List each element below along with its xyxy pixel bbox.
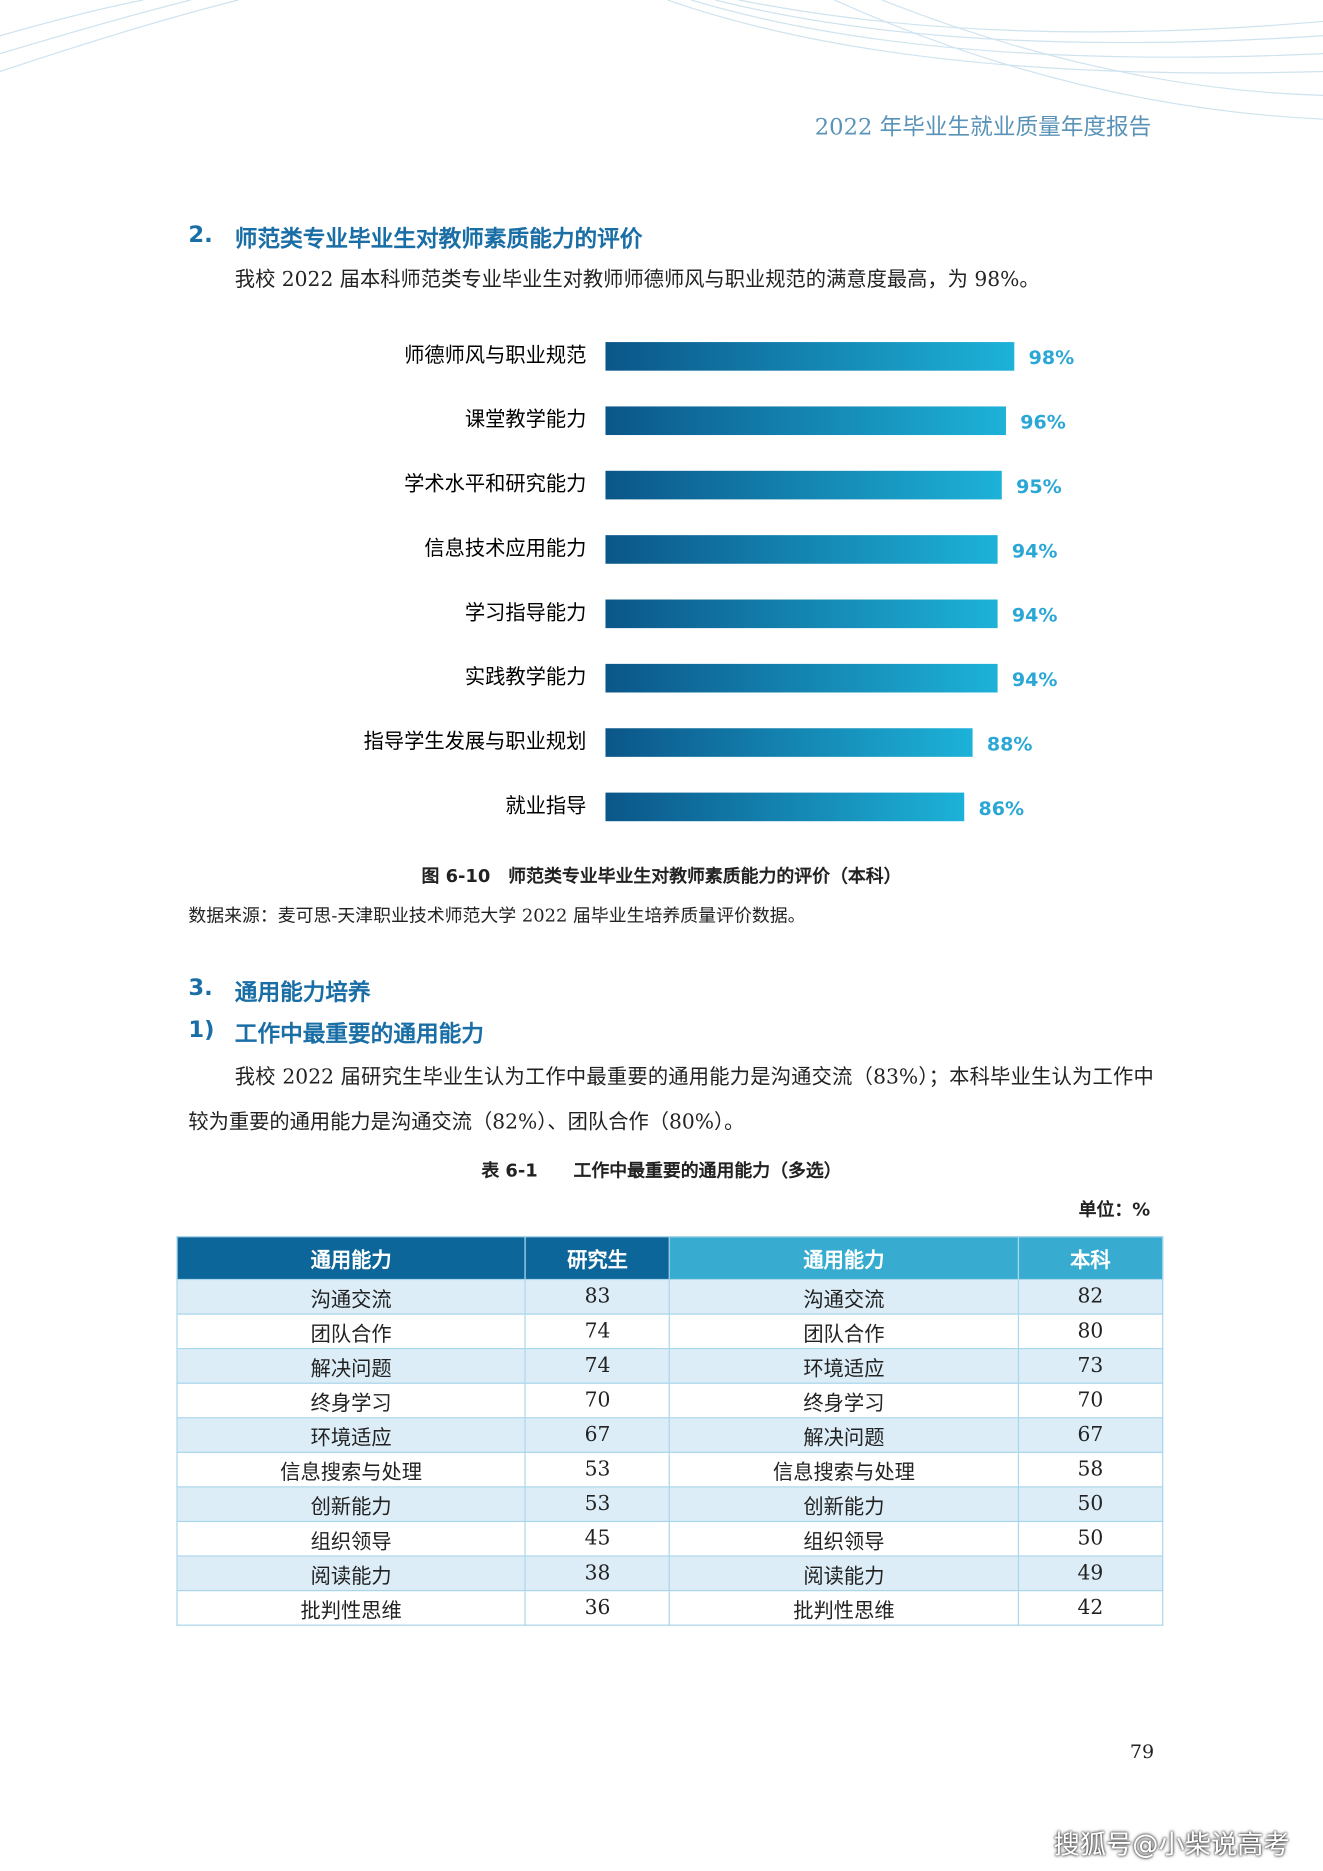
page-number: 79: [1129, 1740, 1155, 1763]
table-cell: 批判性思维: [176, 1589, 526, 1626]
figure-source: 数据来源：麦可思-天津职业技术师范大学 2022 届毕业生培养质量评价数据。: [188, 904, 806, 927]
bar: [605, 728, 973, 757]
section-number: 3.: [188, 974, 213, 1002]
bar: [605, 792, 965, 822]
table-cell: 53: [524, 1486, 671, 1523]
subsection-title: 工作中最重要的通用能力: [234, 1021, 484, 1048]
table-row: 信息搜索与处理 53 信息搜索与处理 58: [176, 1451, 1164, 1488]
table-unit: 单位：%: [1078, 1199, 1151, 1221]
table-cell: 50: [1017, 1486, 1164, 1523]
table-row: 沟通交流 83 沟通交流 82: [176, 1278, 1164, 1315]
data-table: 通用能力 研究生 通用能力 本科 沟通交流 83 沟通交流 82 团队合作 74 团队合作 80 解决问…: [176, 1235, 1164, 1626]
table-cell: 80: [1017, 1313, 1164, 1350]
table-row: 创新能力 53 创新能力 50: [176, 1486, 1164, 1523]
table-cell: 解决问题: [176, 1348, 526, 1384]
bar: [605, 342, 1015, 371]
table-row: 阅读能力 38 阅读能力 49: [176, 1555, 1164, 1592]
table-cell: 组织领导: [669, 1520, 1019, 1557]
bar: [605, 535, 998, 564]
paragraph: 我校 2022 届本科师范类专业毕业生对教师师德师风与职业规范的满意度最高，为 …: [234, 268, 1040, 293]
bar-chart: 师德师风与职业规范 98% 课堂教学能力 96% 学术水平和研究能力 95% 信息技术应用能…: [364, 342, 1075, 822]
table-cell: 83: [524, 1278, 671, 1315]
table-caption: 表 6-1 工作中最重要的通用能力（多选）: [481, 1159, 842, 1182]
table-cell: 信息搜索与处理: [176, 1451, 526, 1488]
value-label: 86%: [979, 798, 1025, 820]
bar: [605, 406, 1006, 436]
bar: [605, 599, 998, 629]
header-cell: 通用能力: [176, 1235, 526, 1281]
table-cell: 解决问题: [669, 1417, 1019, 1453]
table-cell: 批判性思维: [669, 1589, 1019, 1626]
bar: [605, 470, 1002, 500]
category-label: 就业指导: [505, 793, 586, 817]
watermark: 搜狐号@小柴说高考: [1053, 1830, 1290, 1861]
table-cell: 阅读能力: [669, 1555, 1019, 1592]
figure-caption: 图 6-10 师范类专业毕业生对教师素质能力的评价（本科）: [421, 865, 902, 887]
table-row: 终身学习 70 终身学习 70: [176, 1382, 1164, 1419]
table-cell: 组织领导: [176, 1520, 526, 1557]
category-label: 实践教学能力: [465, 665, 587, 689]
table-cell: 67: [524, 1417, 671, 1453]
table-cell: 阅读能力: [176, 1555, 526, 1592]
table-cell: 49: [1017, 1555, 1164, 1592]
table-cell: 67: [1017, 1417, 1164, 1453]
table-cell: 38: [524, 1555, 671, 1592]
paragraph: 我校 2022 届研究生毕业生认为工作中最重要的通用能力是沟通交流（83%）；本…: [188, 1065, 1154, 1135]
table-cell: 创新能力: [176, 1486, 526, 1523]
header-cell: 本科: [1017, 1235, 1164, 1281]
header-row: 通用能力 研究生 通用能力 本科: [176, 1235, 1164, 1281]
section-title: 通用能力培养: [234, 979, 371, 1006]
table-cell: 74: [524, 1313, 671, 1350]
table-cell: 终身学习: [669, 1382, 1019, 1419]
table-cell: 沟通交流: [176, 1278, 526, 1315]
table-cell: 团队合作: [176, 1313, 526, 1350]
running-header: 2022 年毕业生就业质量年度报告: [814, 114, 1152, 141]
table-row: 组织领导 45 组织领导 50: [176, 1520, 1164, 1557]
table-cell: 环境适应: [176, 1417, 526, 1453]
table-row: 环境适应 67 解决问题 67: [176, 1417, 1164, 1453]
bar: [605, 663, 998, 693]
table-cell: 53: [524, 1451, 671, 1488]
table-row: 解决问题 74 环境适应 73: [176, 1348, 1164, 1384]
header-cell: 通用能力: [669, 1235, 1019, 1281]
value-label: 94%: [1012, 605, 1058, 627]
category-label: 信息技术应用能力: [424, 536, 586, 560]
table-cell: 45: [524, 1520, 671, 1557]
table-cell: 50: [1017, 1520, 1164, 1557]
category-label: 师德师风与职业规范: [404, 343, 586, 367]
table-cell: 70: [524, 1382, 671, 1419]
table-cell: 74: [524, 1348, 671, 1384]
table-cell: 环境适应: [669, 1348, 1019, 1384]
value-label: 88%: [987, 733, 1033, 755]
decor-waves: [0, 0, 1323, 120]
table-cell: 团队合作: [669, 1313, 1019, 1350]
table-cell: 终身学习: [176, 1382, 526, 1419]
value-label: 94%: [1012, 669, 1058, 691]
value-label: 96%: [1020, 412, 1066, 434]
category-label: 课堂教学能力: [465, 407, 587, 431]
section-number: 2.: [188, 221, 213, 248]
table-cell: 沟通交流: [669, 1278, 1019, 1315]
table-row: 批判性思维 36 批判性思维 42: [176, 1589, 1164, 1626]
table-cell: 70: [1017, 1382, 1164, 1419]
category-label: 学习指导能力: [465, 600, 587, 624]
table-cell: 58: [1017, 1451, 1164, 1488]
category-label: 学术水平和研究能力: [404, 472, 586, 496]
table-cell: 创新能力: [669, 1486, 1019, 1523]
subsection-number: 1): [188, 1016, 215, 1043]
table-cell: 36: [524, 1589, 671, 1626]
section-title: 师范类专业毕业生对教师素质能力的评价: [234, 226, 643, 253]
value-label: 98%: [1029, 347, 1075, 369]
value-label: 95%: [1016, 476, 1062, 498]
table-cell: 42: [1017, 1589, 1164, 1626]
table-cell: 73: [1017, 1348, 1164, 1384]
value-label: 94%: [1012, 540, 1058, 562]
table-row: 团队合作 74 团队合作 80: [176, 1313, 1164, 1350]
table-cell: 信息搜索与处理: [669, 1451, 1019, 1488]
category-label: 指导学生发展与职业规划: [364, 729, 587, 753]
table-cell: 82: [1017, 1278, 1164, 1315]
header-cell: 研究生: [524, 1235, 671, 1281]
